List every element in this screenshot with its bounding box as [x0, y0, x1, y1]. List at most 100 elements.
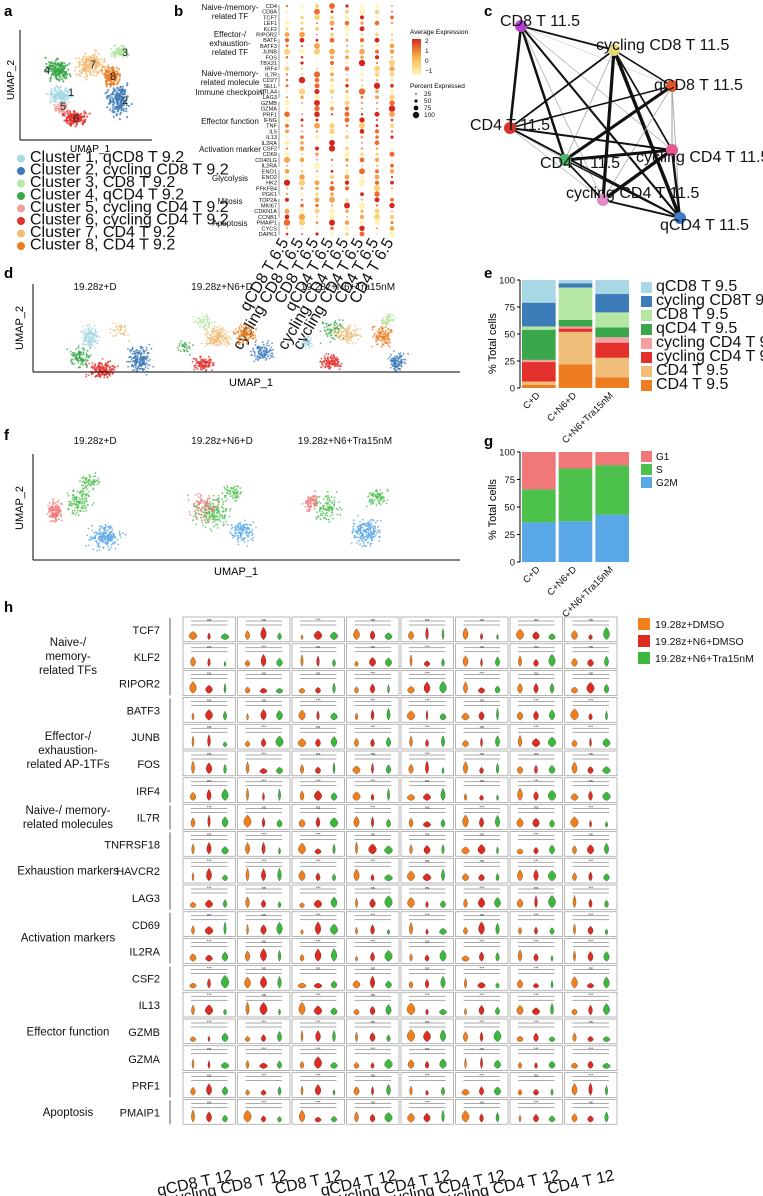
gene-label: GZMA	[261, 107, 277, 113]
umap-point	[74, 116, 77, 119]
umap-point	[59, 89, 63, 92]
gene-label: CD69	[263, 152, 277, 158]
umap-point	[201, 507, 203, 510]
umap-point	[243, 537, 245, 540]
umap-point	[94, 531, 97, 534]
umap-point	[139, 365, 142, 367]
umap-point	[76, 509, 79, 512]
expression-dot	[344, 117, 350, 123]
umap-point	[67, 508, 69, 511]
umap-phase-points	[66, 485, 95, 517]
umap-point	[142, 355, 145, 358]
umap-point	[121, 99, 124, 102]
umap-point	[195, 320, 198, 323]
umap-point	[381, 501, 384, 504]
umap-point	[82, 55, 85, 58]
umap-point	[59, 108, 62, 112]
gene-label: LAG3	[263, 95, 277, 101]
umap-point	[93, 334, 95, 337]
umap-point	[111, 335, 114, 337]
umap-point	[375, 343, 378, 346]
umap-point	[122, 56, 125, 59]
umap-point	[96, 532, 98, 535]
umap-point	[353, 528, 355, 531]
umap-point	[56, 67, 60, 71]
umap-point	[143, 368, 146, 371]
umap-point	[212, 494, 215, 497]
expression-dot	[344, 225, 350, 231]
panel-label-f: f	[4, 427, 10, 444]
umap-point	[59, 94, 62, 98]
umap-point	[381, 337, 384, 340]
umap-point	[378, 334, 381, 336]
umap-point	[385, 341, 387, 344]
umap-point	[132, 350, 135, 352]
umap-point	[371, 536, 374, 539]
umap-point	[224, 510, 227, 513]
umap-point	[361, 523, 364, 525]
umap-point	[243, 334, 245, 337]
umap-point	[48, 64, 51, 67]
condition-title: 19.28z+N6+Tra15nM	[301, 282, 395, 293]
umap-point	[56, 86, 59, 89]
umap-point	[81, 490, 84, 493]
expression-dot	[374, 55, 380, 60]
umap-point	[98, 336, 101, 338]
umap-point	[72, 512, 75, 514]
cluster-bar-segment	[522, 302, 556, 327]
umap-point	[83, 110, 86, 113]
umap-point	[54, 509, 57, 512]
umap-phase-points	[84, 523, 127, 552]
umap-point	[104, 65, 107, 69]
expression-dot	[374, 213, 380, 220]
umap-point	[252, 347, 255, 350]
umap-point	[78, 350, 81, 353]
umap-point	[302, 337, 305, 339]
umap-point	[113, 71, 116, 74]
umap-point	[327, 324, 330, 327]
umap-point	[106, 538, 109, 541]
umap-point	[243, 523, 245, 526]
umap-point	[332, 363, 335, 366]
umap-point	[225, 520, 228, 523]
umap-point	[244, 335, 247, 338]
umap-point	[71, 509, 74, 512]
expression-dot	[331, 119, 333, 121]
umap-point	[232, 331, 235, 333]
umap-point	[208, 495, 210, 497]
expression-dot	[358, 59, 366, 67]
expression-dot	[300, 203, 304, 208]
expression-dot	[360, 192, 364, 197]
umap-point	[224, 329, 227, 332]
umap-point	[101, 358, 104, 360]
gene-label: SELL	[263, 84, 277, 90]
umap-point	[241, 329, 244, 332]
expression-dot	[314, 111, 320, 118]
umap-point	[326, 499, 329, 502]
umap-point	[339, 323, 341, 325]
umap-point	[108, 95, 111, 98]
umap-point	[102, 531, 104, 534]
umap-point	[69, 120, 72, 123]
umap-point	[306, 501, 309, 504]
umap-point	[90, 481, 93, 484]
umap-point	[106, 76, 109, 79]
umap-point	[49, 506, 52, 508]
umap-point	[102, 547, 105, 550]
umap-point	[357, 536, 360, 539]
umap-point	[270, 346, 272, 349]
expression-dot	[330, 10, 334, 14]
umap-point	[102, 367, 105, 369]
umap-point	[96, 63, 99, 66]
umap-point	[104, 364, 106, 366]
umap-point	[112, 329, 114, 332]
expression-dot	[374, 191, 380, 197]
umap-point	[214, 520, 216, 523]
expression-dot	[390, 163, 394, 168]
umap-point	[254, 344, 257, 346]
umap-point	[241, 334, 244, 336]
umap-point	[237, 543, 240, 546]
